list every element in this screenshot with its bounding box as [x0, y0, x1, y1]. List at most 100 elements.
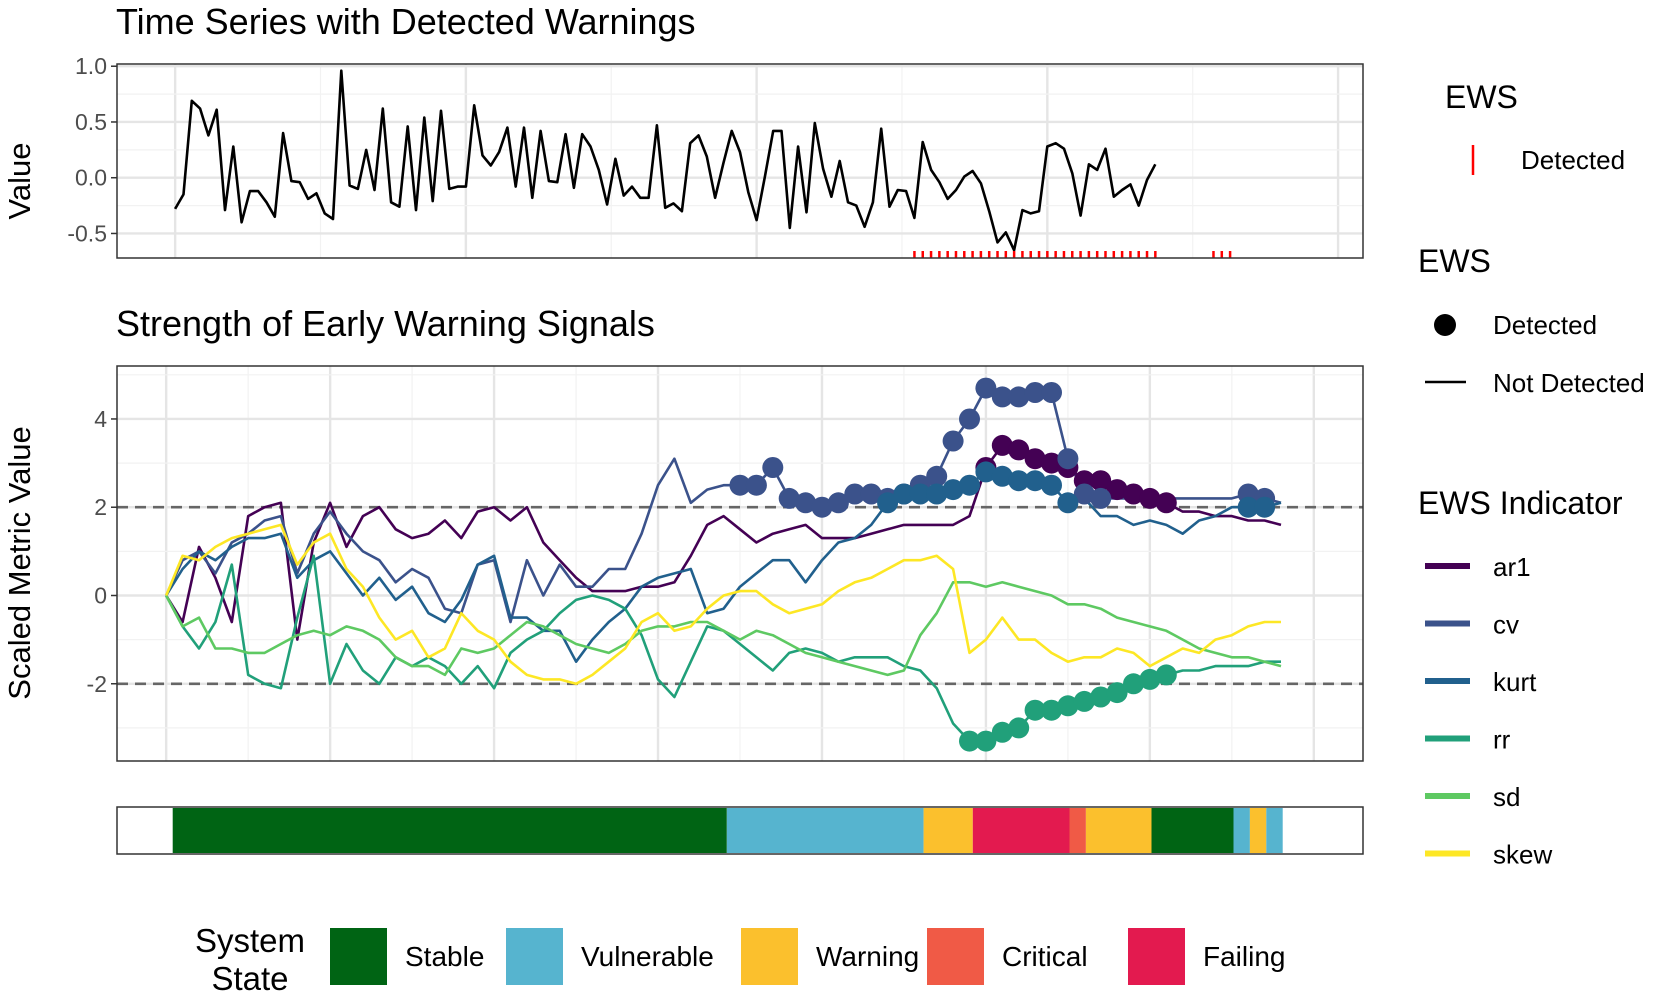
ews-point-cv	[745, 474, 767, 496]
ews-point-rr	[1041, 699, 1062, 721]
legend-detected-dot	[1434, 314, 1456, 336]
ts-series-line	[173, 69, 1157, 252]
ews-point-ar1	[991, 434, 1013, 456]
ews-point-rr	[1155, 664, 1177, 686]
ews-point-cv	[844, 483, 866, 505]
ews-point-ar1	[1106, 479, 1128, 501]
legend-state-label-stable: Stable	[405, 941, 484, 972]
state-segment-warning	[923, 808, 973, 853]
ews-ytick-label: 4	[94, 406, 107, 432]
ews-point-ar1	[1139, 487, 1161, 509]
ews-point-ar1	[1090, 470, 1112, 492]
ews-point-rr	[959, 730, 980, 752]
ews-title: Strength of Early Warning Signals	[116, 303, 655, 344]
ews-point-cv	[762, 457, 784, 478]
ews-point-rr	[1139, 668, 1161, 690]
ews-point-ar1	[1123, 483, 1144, 505]
legend-indicator-label-ar1: ar1	[1493, 552, 1531, 582]
legend-indicator-label-skew: skew	[1493, 840, 1552, 870]
legend-state-swatch-warning	[741, 928, 798, 985]
ews-point-rr	[975, 730, 997, 752]
ews-y-axis: 4 2 0 -2	[87, 406, 117, 697]
ews-point-rr	[1073, 690, 1095, 712]
ews-point-cv	[1041, 382, 1062, 403]
ews-line-sd	[165, 581, 1282, 677]
ews-point-cv	[975, 377, 997, 399]
ews-ytick-label: 2	[94, 494, 107, 520]
ews-ytick-label: 0	[94, 582, 107, 608]
ews-point-ar1	[1008, 439, 1030, 461]
ews-point-kurt	[1041, 474, 1062, 496]
legend-state-swatch-critical	[927, 928, 984, 985]
ews-point-rr	[1024, 699, 1046, 721]
ews-panel-border	[116, 365, 1364, 762]
ews-point-kurt	[959, 474, 980, 496]
legend-indicator-label-sd: sd	[1493, 782, 1520, 812]
state-segment-warning	[1249, 808, 1267, 853]
legend-ts-detected: Detected	[1521, 145, 1625, 175]
legend-state-label-warning: Warning	[816, 941, 919, 972]
ews-point-rr	[1008, 717, 1030, 739]
legend-state-swatch-vulnerable	[506, 928, 563, 985]
ews-point-cv	[811, 496, 833, 518]
legend-indicator-title: EWS Indicator	[1418, 485, 1623, 521]
ews-point-cv	[1090, 487, 1112, 509]
ews-point-ar1	[1024, 448, 1046, 470]
ews-point-cv	[778, 487, 800, 509]
legend-state: System State Stable Vulnerable Warning Crit…	[195, 922, 1286, 996]
legend-indicator-label-rr: rr	[1493, 725, 1511, 755]
ews-point-kurt	[1008, 470, 1030, 492]
ews-point-cv	[1073, 483, 1095, 505]
ts-y-axis: 1.0 0.5 0.0 -0.5	[67, 53, 117, 246]
ews-threshold-lines	[117, 505, 1363, 686]
ews-point-cv	[827, 492, 849, 514]
ews-detected-points	[729, 377, 1276, 752]
legend-ts: EWS Detected	[1445, 79, 1625, 175]
state-segment-stable	[172, 808, 727, 853]
ews-point-kurt	[1024, 470, 1046, 492]
ews-point-cv	[860, 483, 882, 505]
ews-point-ar1	[1155, 492, 1177, 514]
ews-ylabel: Scaled Metric Value	[2, 426, 37, 699]
state-segment-critical	[1069, 808, 1086, 853]
ews-line-skew	[164, 523, 1281, 686]
ts-ylabel: Value	[2, 143, 37, 220]
legend-state-title-2: State	[211, 960, 288, 996]
ts-ytick-label: 1.0	[75, 53, 107, 79]
legend-state-title-1: System	[195, 922, 305, 959]
ts-ytick-label: 0.0	[75, 165, 107, 191]
ews-point-cv	[991, 386, 1013, 408]
state-segment-vulnerable	[726, 808, 924, 853]
ews-point-cv	[926, 465, 948, 487]
ews-point-cv	[795, 492, 817, 514]
legend-ews-style: EWS Detected Not Detected	[1418, 243, 1645, 398]
ews-line-cv	[165, 386, 1282, 624]
ts-panel-border	[116, 63, 1364, 259]
ews-point-cv	[729, 474, 751, 496]
ews-point-cv	[1008, 386, 1030, 408]
state-segment-failing	[972, 808, 1070, 853]
ews-point-kurt	[1237, 496, 1259, 518]
legend-style-title: EWS	[1418, 243, 1491, 279]
ews-line-kurt	[165, 470, 1282, 663]
ews-point-cv	[1057, 448, 1079, 470]
ews-point-kurt	[991, 465, 1013, 487]
ews-point-kurt	[975, 461, 997, 483]
legend-state-swatch-stable	[330, 928, 387, 985]
state-panel-border	[116, 806, 1364, 855]
ews-point-kurt	[1057, 492, 1079, 514]
ews-point-rr	[1057, 695, 1079, 717]
legend-style-notdetected: Not Detected	[1493, 368, 1645, 398]
state-segments	[172, 808, 1283, 853]
ews-point-kurt	[893, 483, 915, 505]
ews-gridlines	[117, 366, 1363, 761]
legend-ts-title: EWS	[1445, 79, 1518, 115]
ts-ytick-label: -0.5	[67, 220, 107, 246]
ews-point-kurt	[877, 492, 899, 514]
ews-point-cv	[942, 430, 964, 452]
ews-point-kurt	[1254, 496, 1276, 518]
ews-point-ar1	[1041, 452, 1062, 474]
ews-point-rr	[1090, 686, 1112, 708]
state-segment-vulnerable	[1266, 808, 1283, 853]
